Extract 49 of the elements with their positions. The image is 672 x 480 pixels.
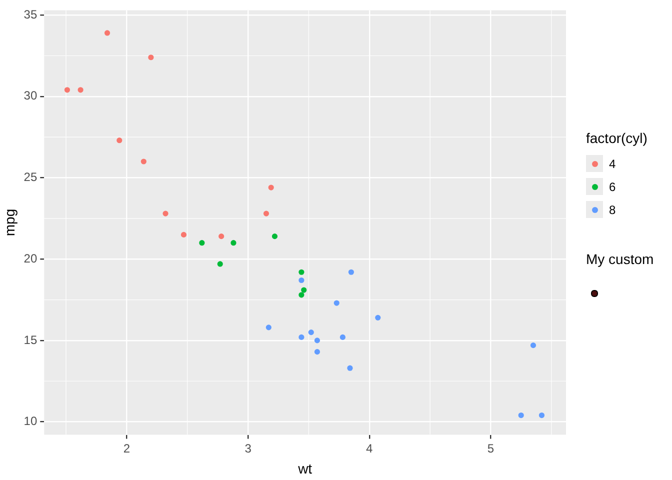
x-tick-label: 5 bbox=[487, 441, 494, 456]
y-tick-label: 30 bbox=[24, 88, 38, 103]
point bbox=[518, 412, 524, 418]
point bbox=[230, 240, 236, 246]
y-tick-label: 15 bbox=[24, 332, 38, 347]
point bbox=[308, 330, 314, 336]
point bbox=[347, 365, 353, 371]
y-tick-label: 10 bbox=[24, 414, 38, 428]
legend-label: 4 bbox=[609, 156, 616, 170]
point bbox=[64, 87, 70, 93]
point bbox=[148, 54, 154, 60]
y-tick-label: 35 bbox=[24, 7, 38, 22]
y-tick-label: 25 bbox=[24, 170, 38, 184]
point bbox=[263, 210, 270, 216]
point bbox=[375, 314, 381, 320]
point bbox=[162, 210, 168, 216]
point bbox=[78, 87, 84, 93]
point bbox=[530, 342, 536, 348]
x-axis-title: wt bbox=[297, 460, 312, 476]
text: My custom bbox=[586, 251, 654, 267]
point bbox=[301, 287, 307, 293]
point bbox=[340, 334, 346, 340]
legend-label: 6 bbox=[609, 180, 616, 194]
point bbox=[180, 232, 187, 238]
point bbox=[298, 277, 304, 284]
point bbox=[298, 292, 304, 298]
point bbox=[314, 349, 320, 355]
point bbox=[217, 261, 223, 267]
point bbox=[538, 412, 545, 418]
point bbox=[116, 138, 122, 144]
legend-title: factor(cyl) bbox=[586, 130, 648, 146]
x-tick-label: 4 bbox=[366, 441, 374, 456]
point bbox=[334, 300, 340, 306]
point bbox=[314, 338, 320, 344]
point bbox=[218, 234, 224, 240]
y-tick-label: 20 bbox=[24, 251, 38, 266]
point bbox=[199, 240, 205, 246]
point bbox=[266, 324, 272, 330]
point bbox=[140, 158, 146, 164]
point bbox=[348, 269, 354, 275]
y-axis-title: mpg bbox=[1, 208, 18, 236]
point bbox=[298, 334, 304, 340]
legend-label: 8 bbox=[609, 202, 616, 216]
point bbox=[298, 269, 304, 275]
x-tick-label: 2 bbox=[123, 441, 130, 456]
point bbox=[268, 184, 274, 190]
point bbox=[272, 234, 278, 240]
point bbox=[104, 30, 110, 36]
x-tick-label: 3 bbox=[244, 441, 252, 456]
